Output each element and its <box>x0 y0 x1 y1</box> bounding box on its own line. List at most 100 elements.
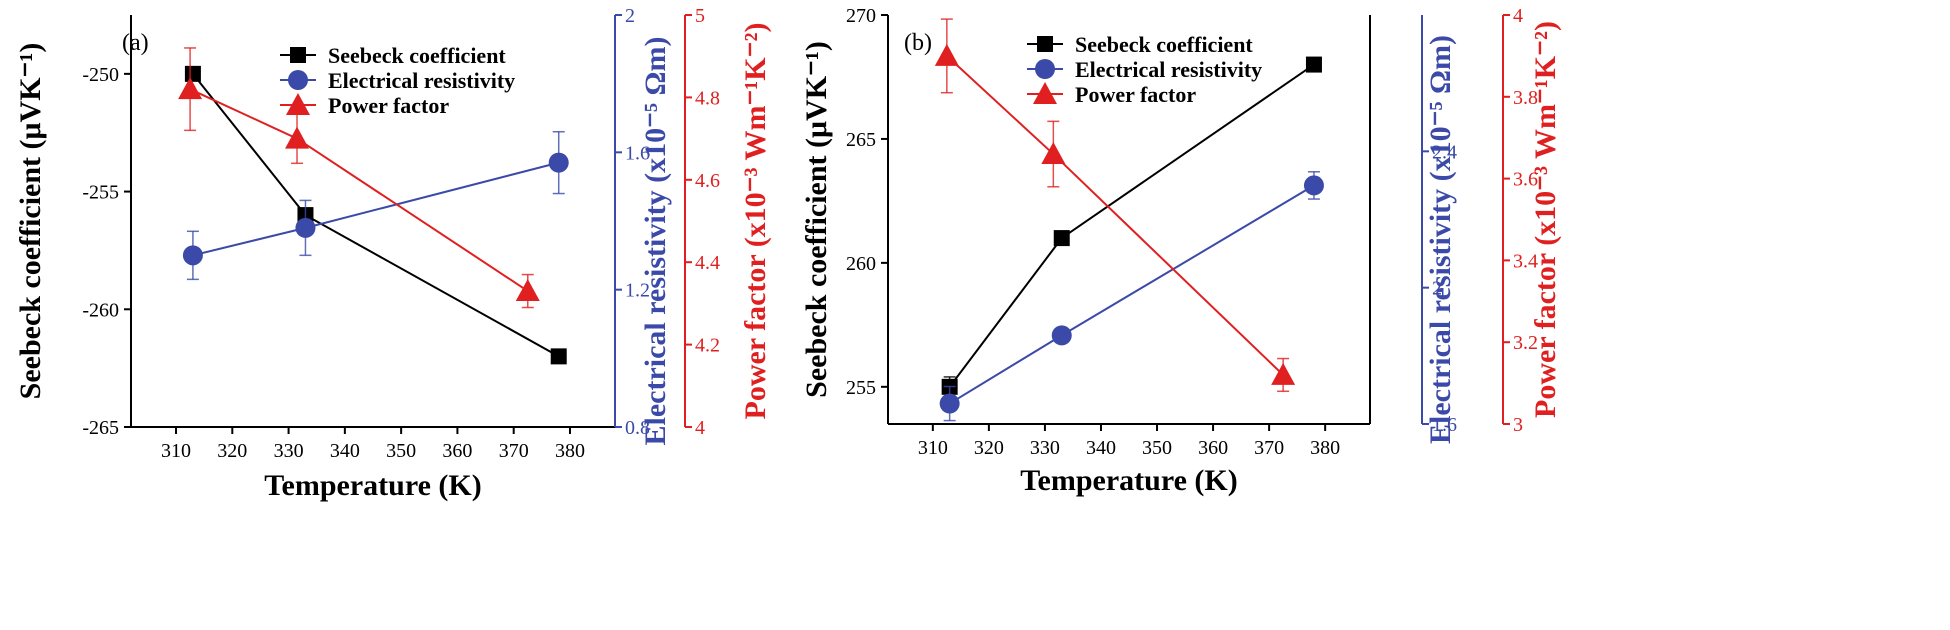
x-tick-label: 340 <box>1086 437 1116 459</box>
legend-label: Electrical resistivity <box>328 68 515 93</box>
power-factor-axis-title: Power factor (x10⁻³ Wm⁻¹K⁻²) <box>739 23 772 420</box>
legend-item: Power factor <box>280 93 449 118</box>
power-factor-tick-label: 4 <box>695 417 705 439</box>
power-factor-axis-title: Power factor (x10⁻³ Wm⁻¹K⁻²) <box>1529 21 1562 418</box>
legend-item: Power factor <box>1027 82 1196 107</box>
power-factor-tick-label: 3.6 <box>1513 169 1538 191</box>
power-factor-tick-label: 4.4 <box>695 252 720 274</box>
left-y-tick-label: -255 <box>82 182 119 204</box>
data-point <box>1303 175 1324 196</box>
x-tick-label: 330 <box>1030 437 1060 459</box>
left-y-axis-title: Seebeck coefficient (μVK⁻¹) <box>800 41 833 398</box>
x-tick-label: 350 <box>386 440 416 462</box>
series-electrical-resistivity <box>939 171 1324 422</box>
x-tick-label: 360 <box>442 440 472 462</box>
legend-marker <box>290 47 306 63</box>
legend-label: Seebeck coefficient <box>1075 32 1253 57</box>
series-power-factor <box>178 47 540 309</box>
x-tick-label: 380 <box>1310 437 1340 459</box>
resistivity-tick-label: 2 <box>1432 278 1442 300</box>
data-point <box>285 126 310 149</box>
left-y-tick-label: -250 <box>82 64 119 86</box>
power-factor-tick-label: 4.2 <box>695 335 720 357</box>
x-tick-label: 370 <box>1254 437 1284 459</box>
data-point <box>1051 325 1072 346</box>
x-tick-label: 320 <box>217 440 247 462</box>
legend-marker <box>286 93 310 115</box>
power-factor-tick-label: 5 <box>695 5 705 27</box>
power-factor-tick-label: 3.8 <box>1513 87 1538 109</box>
left-y-tick-label: 265 <box>846 129 876 151</box>
x-tick-label: 330 <box>274 440 304 462</box>
data-point <box>178 77 203 100</box>
data-point <box>934 43 959 66</box>
power-factor-tick-label: 4 <box>1513 5 1523 27</box>
series-line <box>192 161 559 257</box>
legend-label: Power factor <box>328 93 449 118</box>
data-point <box>1305 56 1322 73</box>
left-y-tick-label: 260 <box>846 253 876 275</box>
data-point <box>1271 362 1296 385</box>
x-tick-label: 380 <box>555 440 585 462</box>
x-tick-label: 360 <box>1198 437 1228 459</box>
x-tick-label: 320 <box>974 437 1004 459</box>
data-point <box>1053 230 1070 247</box>
chart-panel-a: 310 320 330 340 350 360 370 380 Temperature (K) -… <box>14 5 772 502</box>
chart-panel-b: 310 320 330 340 350 360 370 380 Temperature (K) 2… <box>800 5 1562 497</box>
legend-label: Power factor <box>1075 82 1196 107</box>
power-factor-tick-label: 3.2 <box>1513 332 1538 354</box>
resistivity-tick-label: 1.6 <box>625 142 650 164</box>
legend-label: Seebeck coefficient <box>328 43 506 68</box>
series-power-factor <box>934 18 1296 393</box>
series-seebeck-coefficient <box>941 56 1322 398</box>
series-line <box>189 88 529 292</box>
resistivity-axis-title: Electrical resistivity (x10⁻⁵ Ωm) <box>1424 35 1457 444</box>
series-electrical-resistivity <box>182 130 569 281</box>
x-axis-title: Temperature (K) <box>264 469 481 502</box>
data-point <box>550 348 567 365</box>
data-point <box>295 217 316 238</box>
series-line <box>948 63 1315 388</box>
left-y-tick-label: -260 <box>82 299 119 321</box>
resistivity-tick-label: 2 <box>625 5 635 27</box>
series-line <box>949 184 1315 405</box>
legend-item: Seebeck coefficient <box>280 43 506 68</box>
power-factor-tick-label: 3.4 <box>1513 250 1538 272</box>
panel-label: (b) <box>904 30 932 56</box>
power-factor-tick-label: 4.8 <box>695 87 720 109</box>
panel-label: (a) <box>122 30 149 56</box>
legend-label: Electrical resistivity <box>1075 57 1262 82</box>
legend-marker <box>1033 82 1057 104</box>
legend-marker <box>288 70 308 90</box>
x-tick-label: 310 <box>161 440 191 462</box>
data-point <box>548 152 569 173</box>
legend-item: Seebeck coefficient <box>1027 32 1253 57</box>
left-y-axis-title: Seebeck coefficient (μVK⁻¹) <box>14 43 47 400</box>
legend-marker <box>1035 59 1055 79</box>
data-point <box>1041 142 1066 165</box>
power-factor-tick-label: 4.6 <box>695 170 720 192</box>
resistivity-tick-label: 1.6 <box>1432 414 1457 436</box>
legend-item: Electrical resistivity <box>280 68 515 93</box>
resistivity-axis-title: Electrical resistivity (x10⁻⁵ Ωm) <box>639 36 672 445</box>
x-tick-label: 340 <box>330 440 360 462</box>
resistivity-tick-label: 0.8 <box>625 417 650 439</box>
left-y-tick-label: -265 <box>82 417 119 439</box>
resistivity-tick-label: 1.2 <box>625 280 650 302</box>
left-y-tick-label: 270 <box>846 5 876 27</box>
resistivity-tick-label: 2.4 <box>1432 141 1457 163</box>
x-tick-label: 370 <box>499 440 529 462</box>
x-tick-label: 310 <box>918 437 948 459</box>
data-point <box>515 279 540 302</box>
data-point <box>939 393 960 414</box>
power-factor-tick-label: 3 <box>1513 414 1523 436</box>
x-tick-label: 350 <box>1142 437 1172 459</box>
left-y-tick-label: 255 <box>846 377 876 399</box>
x-axis-title: Temperature (K) <box>1020 464 1237 497</box>
data-point <box>184 65 201 82</box>
legend-item: Electrical resistivity <box>1027 57 1262 82</box>
data-point <box>182 245 203 266</box>
